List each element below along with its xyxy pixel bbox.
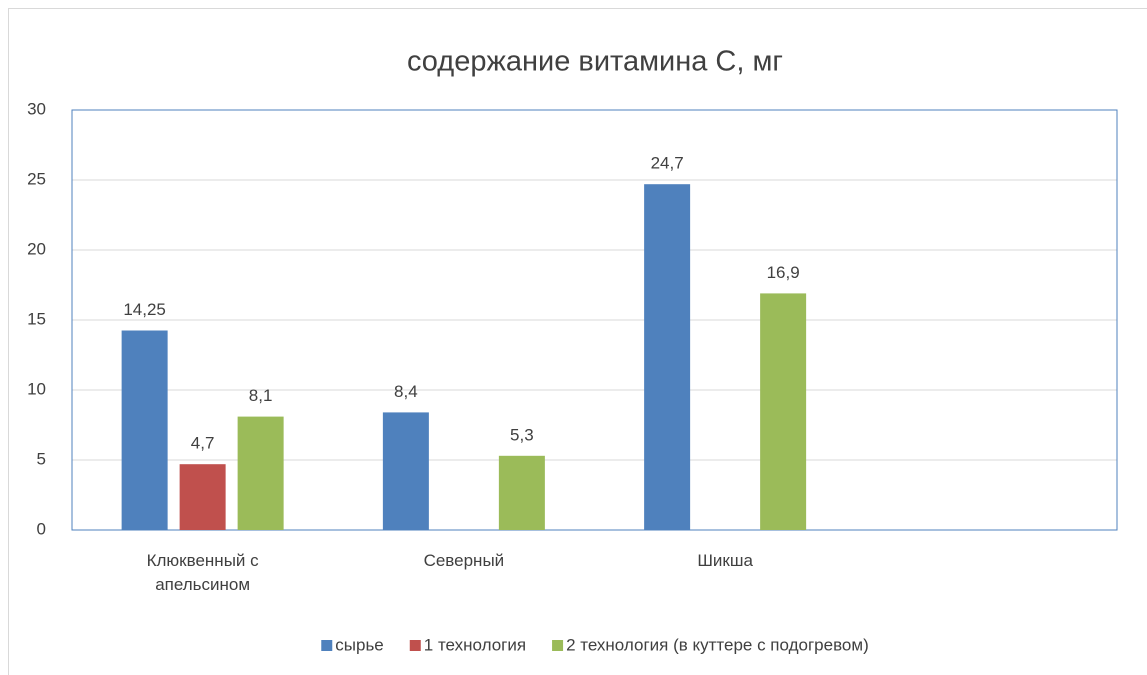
x-tick-label: Северный: [423, 551, 505, 570]
bar: [121, 330, 168, 530]
plot-border: [71, 109, 1118, 531]
y-tick-label: 15: [27, 309, 46, 328]
bar: [382, 412, 429, 530]
legend-swatch: [409, 640, 421, 651]
x-tick-label: Шикша: [697, 551, 753, 570]
data-label: 8,1: [249, 386, 273, 405]
y-tick-label: 30: [27, 99, 46, 118]
data-label: 24,7: [651, 154, 684, 173]
bar: [644, 184, 691, 530]
legend-label: 2 технология (в куттере с подогревом): [566, 635, 869, 654]
chart-title: содержание витамина С, мг: [407, 46, 783, 78]
chart-border: [8, 8, 1147, 675]
y-tick-label: 5: [37, 449, 46, 468]
legend-label: сырье: [335, 635, 384, 654]
y-tick-label: 25: [27, 169, 46, 188]
bar: [760, 293, 807, 530]
legend-swatch: [552, 640, 564, 651]
data-label: 4,7: [191, 434, 215, 453]
y-tick-label: 0: [37, 519, 46, 538]
data-label: 5,3: [510, 425, 534, 444]
data-label: 8,4: [394, 382, 418, 401]
y-tick-label: 10: [27, 379, 46, 398]
legend-swatch: [321, 640, 333, 651]
data-label: 14,25: [123, 300, 166, 319]
bar: [179, 464, 226, 530]
bar: [498, 455, 545, 530]
legend-label: 1 технология: [424, 635, 526, 654]
data-label: 16,9: [767, 263, 800, 282]
bar: [237, 416, 284, 530]
y-tick-label: 20: [27, 239, 46, 258]
x-tick-label: Клюквенный с апельсином: [146, 551, 259, 594]
